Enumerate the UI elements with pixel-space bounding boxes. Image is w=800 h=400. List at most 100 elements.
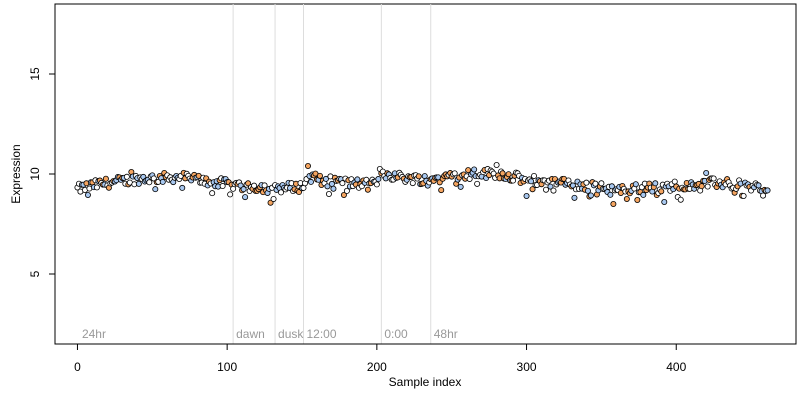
x-tick-label-0: 0 (74, 360, 81, 374)
data-point (598, 180, 605, 187)
x-tick-label-2: 200 (367, 360, 387, 374)
y-axis-label: Expression (9, 144, 23, 203)
data-point (343, 187, 350, 194)
data-point (245, 180, 252, 187)
data-point (465, 167, 472, 174)
data-point (607, 191, 614, 198)
data-point (219, 183, 226, 190)
x-tick-label-1: 100 (217, 360, 237, 374)
data-point (510, 177, 517, 184)
data-point (658, 188, 665, 195)
data-point (270, 195, 277, 202)
data-point (373, 181, 380, 188)
data-point (457, 183, 464, 190)
x-tick-label-4: 400 (666, 360, 686, 374)
x-tick-label-3: 300 (517, 360, 537, 374)
data-point (499, 170, 506, 177)
data-point (322, 175, 329, 182)
data-point (242, 194, 249, 201)
data-point (661, 198, 668, 205)
data-point (438, 187, 445, 194)
data-point (227, 191, 234, 198)
data-point (354, 176, 361, 183)
data-point (740, 192, 747, 199)
data-point (375, 176, 382, 183)
data-point (710, 175, 717, 182)
data-point (550, 187, 557, 194)
data-point (409, 180, 416, 187)
segment-label-1: dusk (278, 327, 304, 341)
x-axis-label: Sample index (389, 375, 462, 389)
data-point (610, 200, 617, 207)
data-point (584, 187, 591, 194)
data-point (703, 169, 710, 176)
data-point (316, 172, 323, 179)
data-point (296, 189, 303, 196)
data-point (307, 178, 314, 185)
data-point (640, 191, 647, 198)
data-point (325, 190, 332, 197)
segment-label-4: 48hr (434, 327, 458, 341)
data-point (569, 182, 576, 189)
data-point (135, 180, 142, 187)
data-point (324, 183, 331, 190)
data-point (698, 183, 705, 190)
data-point (704, 183, 711, 190)
segment-marker-labels: dawn dusk 12:00 0:00 48hr 24hr (82, 327, 458, 341)
y-axis: 5 10 15 (28, 67, 56, 277)
data-point (123, 173, 130, 180)
data-point (152, 186, 159, 193)
segment-label-2: 12:00 (306, 327, 336, 341)
data-point (304, 162, 311, 169)
data-point (474, 180, 481, 187)
data-point (764, 187, 771, 194)
y-tick-label-2: 15 (28, 67, 42, 81)
data-point (339, 180, 346, 187)
data-point (505, 171, 512, 178)
y-tick-label-1: 10 (28, 167, 42, 181)
data-point (608, 183, 615, 190)
segment-marker-lines (232, 4, 432, 344)
data-point (632, 181, 639, 188)
data-point (571, 194, 578, 201)
data-point (415, 173, 422, 180)
data-point (592, 180, 599, 187)
data-point (493, 161, 500, 168)
data-point (340, 191, 347, 198)
data-point (330, 185, 337, 192)
data-point (523, 192, 530, 199)
segment-label-extra-0: 24hr (82, 327, 106, 341)
data-point (451, 170, 458, 177)
data-point (652, 180, 659, 187)
data-point (755, 182, 762, 189)
y-tick-label-0: 5 (28, 270, 42, 277)
data-point (251, 182, 258, 189)
data-point (209, 190, 216, 197)
data-point (146, 179, 153, 186)
data-point (179, 184, 186, 191)
data-point (93, 184, 100, 191)
data-point (240, 186, 247, 193)
data-point (84, 191, 91, 198)
data-point (159, 178, 166, 185)
data-point (543, 186, 550, 193)
data-point (102, 175, 109, 182)
data-point (760, 192, 767, 199)
segment-label-0: dawn (236, 327, 265, 341)
data-point (634, 196, 641, 203)
data-point (261, 182, 268, 189)
data-point (531, 172, 538, 179)
data-point (677, 196, 684, 203)
data-points (74, 161, 771, 207)
data-point (528, 178, 535, 185)
data-point (587, 192, 594, 199)
data-point (529, 186, 536, 193)
data-point (671, 178, 678, 185)
data-point (583, 179, 590, 186)
data-point (364, 186, 371, 193)
segment-label-3: 0:00 (384, 327, 408, 341)
data-point (623, 195, 630, 202)
data-point (278, 189, 285, 196)
data-point (471, 166, 478, 173)
